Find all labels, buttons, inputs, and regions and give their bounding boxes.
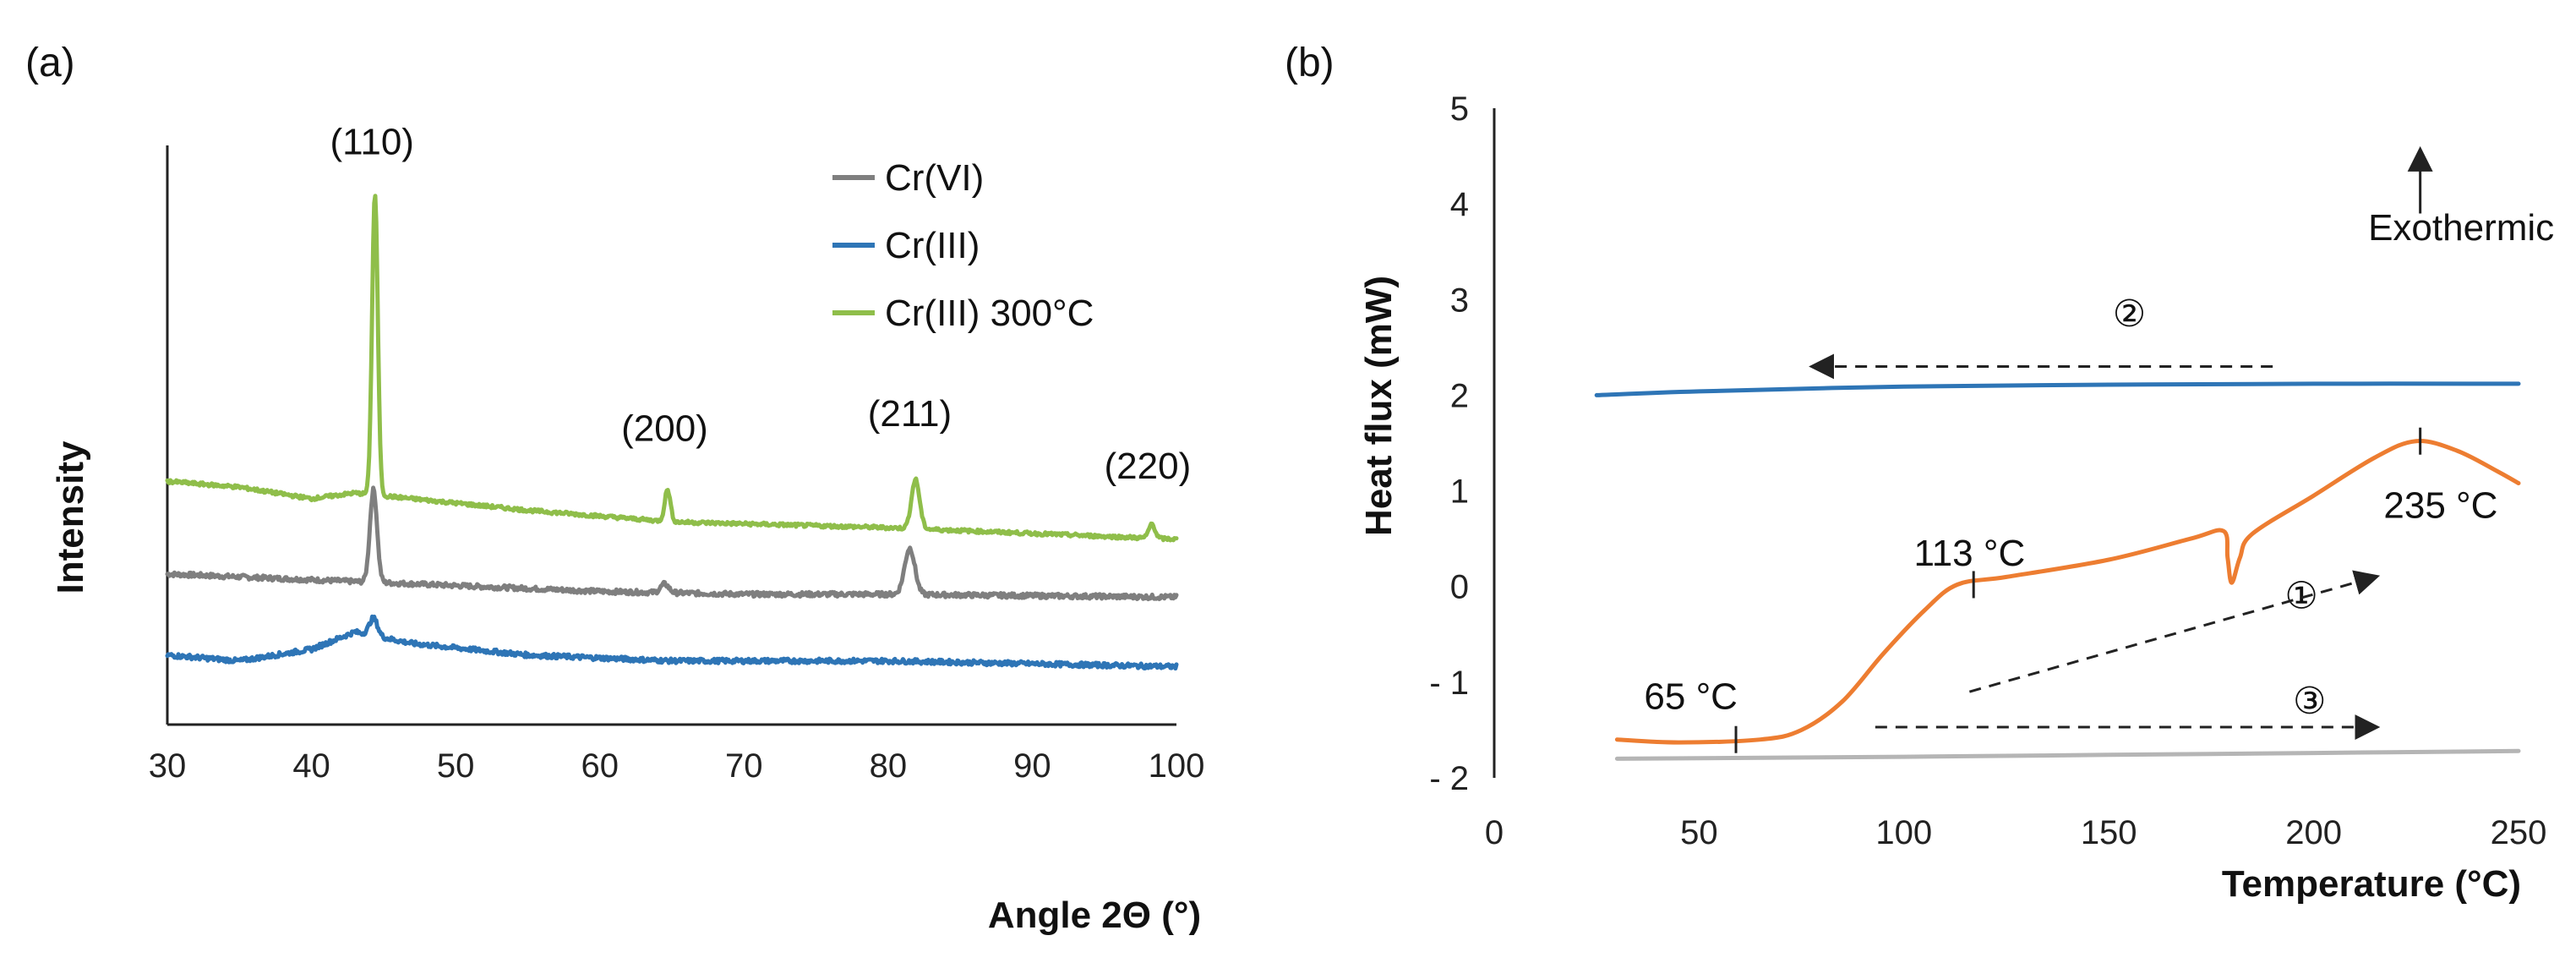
legend-label: Cr(III) 300°C [885,293,1094,334]
panel-b-x-tick: 100 [1875,814,1932,851]
series-line-cooling [1594,381,2521,397]
panel-b-y-tick: 5 [1450,90,1469,128]
step-label: ① [2284,576,2317,617]
panel-a-x-tick: 40 [292,747,330,785]
direction-arrow [1968,570,2381,693]
panel-a-x-tick: 50 [437,747,475,785]
panel-b-x-tick: 150 [2081,814,2137,851]
panel-a-label: (a) [25,41,75,85]
peak-label: (211) [868,393,952,435]
legend-label: Cr(VI) [885,157,984,199]
panel-a-x-tick: 30 [149,747,187,785]
panel-a-x-tick: 80 [870,747,908,785]
annotation-label: 235 °C [2383,484,2497,526]
peak-label: (110) [330,121,413,162]
panel-b-x-tick: 250 [2491,814,2547,851]
peak-label: (220) [1105,446,1192,487]
panel-a-ylabel: Intensity [50,440,91,594]
panel-a-x-tick: 100 [1149,747,1205,785]
peak-label: (200) [621,408,708,449]
panel-b-y-tick: 1 [1450,473,1469,511]
panel-b-y-tick: 4 [1450,186,1469,223]
panel-a-xlabel: Angle 2Θ (°) [988,895,1201,936]
legend-label: Cr(III) [885,225,980,266]
series-line-cr-vi- [165,485,1179,602]
panel-b: (b) Heat flux (mW) Temperature (°C) - 2 -… [1285,41,2554,905]
annotation-label: 65 °C [1644,676,1738,718]
panel-b-y-tick: 0 [1450,569,1469,606]
panel-b-y-tick: 3 [1450,282,1469,319]
series-line-cr-iii- [165,614,1179,671]
annotation-label: Exothermic [2368,207,2554,249]
panel-a-plot: 30 40 50 60 70 80 90 100 (110) (200) (211) (220) [149,121,1205,785]
panel-b-x-tick: 50 [1680,814,1718,851]
panel-b-x-tick: 0 [1485,814,1504,851]
panel-a-x-tick: 70 [725,747,763,785]
panel-b-label: (b) [1285,41,1334,85]
panel-a: (a) Intensity Angle 2Θ (°) 30 40 50 60 70 80 9… [25,41,1204,936]
panel-a-legend: Cr(VI) Cr(III) Cr(III) 300°C [832,157,1094,334]
panel-b-xlabel: Temperature (°C) [2222,863,2521,905]
panel-a-x-tick: 90 [1013,747,1051,785]
series-line-reheating [1614,748,2521,761]
panel-a-x-tick: 60 [581,747,619,785]
step-label: ② [2113,293,2146,335]
step-label: ③ [2293,681,2326,722]
panel-b-ylabel: Heat flux (mW) [1358,276,1400,536]
panel-b-y-tick: - 1 [1429,665,1469,702]
panel-b-y-tick: - 2 [1429,760,1469,797]
series-line-heating [1614,439,2521,745]
series-line-cr-iii-300-c [165,194,1179,543]
panel-b-x-tick: 200 [2285,814,2342,851]
annotation-label: 113 °C [1913,533,2025,574]
panel-b-y-tick: 2 [1450,377,1469,414]
